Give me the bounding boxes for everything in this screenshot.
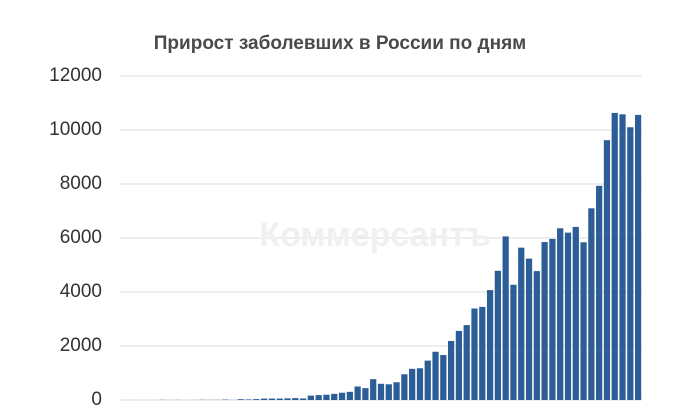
bar: [416, 368, 424, 400]
y-tick-label: 4000: [60, 281, 102, 302]
bar: [486, 290, 494, 400]
bar: [424, 360, 431, 400]
bar: [261, 398, 268, 400]
bar: [307, 395, 314, 400]
bar: [338, 392, 346, 400]
bar: [510, 284, 517, 400]
bar: [557, 228, 564, 400]
bar: [385, 384, 392, 400]
bar: [627, 127, 634, 400]
bar: [479, 306, 486, 400]
watermark: Коммерсантъ: [259, 216, 490, 254]
bar: [572, 226, 579, 400]
bar: [292, 398, 299, 400]
bar: [354, 386, 361, 400]
bar: [533, 271, 540, 400]
bar: [463, 325, 470, 400]
bar: [471, 308, 478, 400]
y-tick-label: 0: [91, 389, 102, 410]
bar: [502, 236, 509, 400]
bar: [401, 374, 408, 400]
bar: [284, 398, 291, 400]
bar: [268, 398, 276, 400]
bar: [253, 399, 260, 400]
y-tick-label: 6000: [60, 227, 102, 248]
bar: [409, 368, 416, 400]
bar: [541, 242, 548, 400]
bar: [603, 140, 611, 400]
y-tick-label: 12000: [49, 65, 102, 86]
bar: [346, 391, 353, 400]
bar: [448, 340, 455, 400]
y-tick-label: 2000: [60, 335, 102, 356]
bar: [549, 238, 556, 400]
bar: [370, 379, 377, 400]
bar: [619, 114, 626, 401]
bar: [331, 393, 338, 400]
bar: [564, 232, 572, 400]
bar: [580, 242, 587, 400]
bar: [315, 395, 322, 400]
bar: [323, 394, 330, 400]
bar: [362, 388, 369, 400]
bar: [518, 247, 525, 400]
bar: [377, 383, 385, 400]
bar: [393, 382, 400, 400]
bar: [245, 399, 252, 400]
bar: [494, 270, 501, 400]
bar: [440, 354, 447, 400]
bar: [611, 112, 618, 400]
bar: [588, 208, 595, 400]
bar: [432, 351, 439, 400]
bar: [634, 114, 642, 401]
bar: [237, 399, 244, 400]
bar: [525, 258, 533, 400]
y-tick-label: 8000: [60, 173, 102, 194]
chart-title: Прирост заболевших в России по дням: [154, 33, 526, 54]
y-tick-label: 10000: [49, 119, 102, 140]
bar: [276, 398, 283, 400]
bar: [299, 398, 307, 400]
bar: [455, 330, 463, 400]
bar: [596, 185, 603, 400]
